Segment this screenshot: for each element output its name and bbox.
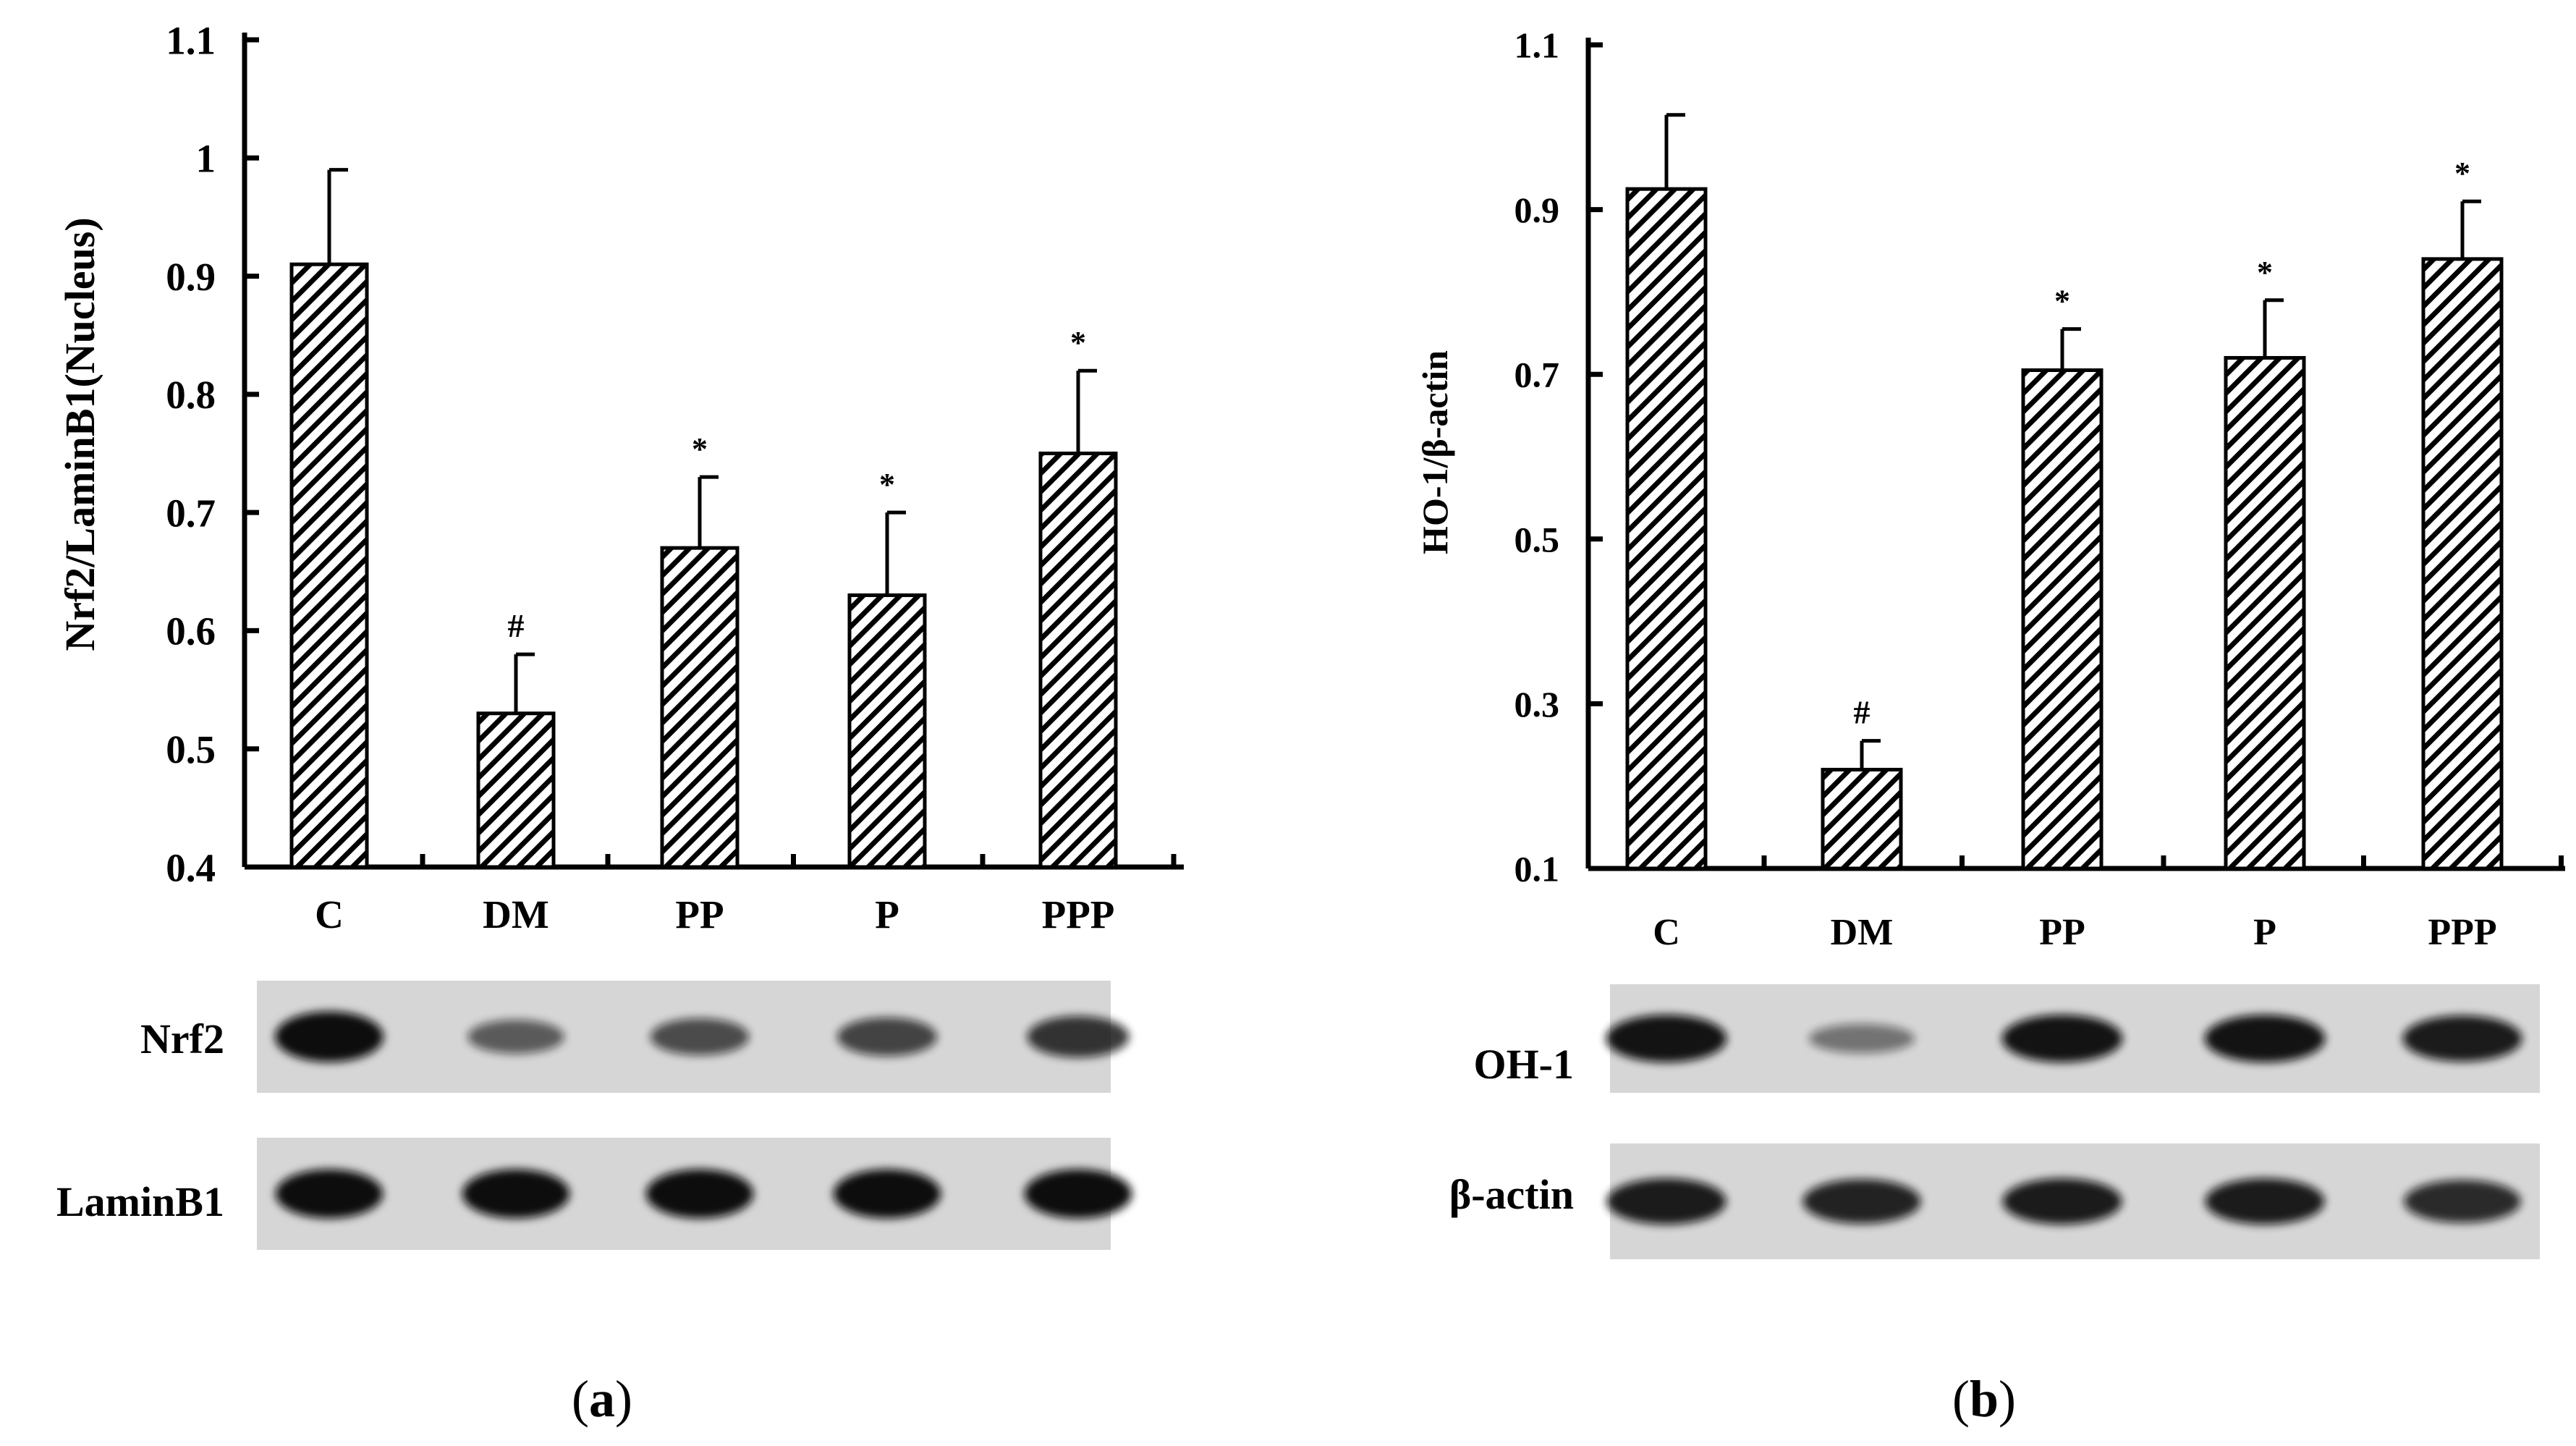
blot-band bbox=[467, 1020, 564, 1054]
y-tick-label: 0.6 bbox=[166, 609, 216, 654]
bar-dm bbox=[476, 711, 556, 869]
bar-pp bbox=[2021, 368, 2103, 871]
blot-band bbox=[2402, 1015, 2522, 1062]
panel-a-chart: 0.4 0.5 0.6 0.7 0.8 0.9 1 1.1 C # DM * PP * P * PPP Nrf2 L… bbox=[56, 18, 1184, 1250]
bar-pp bbox=[660, 546, 740, 869]
blot-band bbox=[462, 1169, 570, 1219]
significance-marker: * bbox=[1070, 325, 1086, 360]
y-tick-label: 1.1 bbox=[1514, 25, 1560, 66]
blot-band bbox=[645, 1169, 754, 1219]
bar-c bbox=[289, 262, 369, 869]
y-tick-label: 0.7 bbox=[1514, 355, 1560, 395]
y-tick-label: 0.9 bbox=[1514, 190, 1560, 230]
category-label: PPP bbox=[2428, 912, 2496, 953]
panel-a-caption: (a) bbox=[572, 1370, 632, 1428]
y-tick-label: 0.9 bbox=[166, 255, 216, 299]
blot-band bbox=[1802, 1179, 1921, 1224]
panel-b-caption: (b) bbox=[1952, 1370, 2016, 1428]
y-tick-label: 1 bbox=[196, 137, 216, 181]
y-tick-label: 1.1 bbox=[166, 18, 216, 62]
y-tick-label: 0.5 bbox=[1514, 519, 1560, 559]
bar-ppp bbox=[2421, 257, 2504, 871]
significance-marker: * bbox=[2257, 255, 2273, 290]
y-tick-label: 0.1 bbox=[1514, 849, 1560, 889]
blot-label: LaminB1 bbox=[56, 1178, 224, 1225]
blot-band bbox=[837, 1017, 937, 1057]
blot-label: β-actin bbox=[1449, 1171, 1574, 1218]
blot-band bbox=[2205, 1178, 2325, 1225]
blot-band bbox=[275, 1169, 384, 1219]
blot-band bbox=[275, 1011, 384, 1062]
category-label: PP bbox=[675, 892, 724, 936]
category-label: DM bbox=[483, 892, 549, 936]
category-label: PP bbox=[2039, 912, 2085, 953]
significance-marker: # bbox=[508, 607, 525, 644]
category-label: DM bbox=[1831, 912, 1894, 953]
blot-band bbox=[2002, 1178, 2122, 1225]
blot-band bbox=[650, 1018, 750, 1056]
bar-p bbox=[2224, 355, 2306, 871]
y-tick-label: 0.4 bbox=[166, 845, 216, 889]
category-label: P bbox=[875, 892, 899, 936]
blot-band bbox=[1606, 1015, 1727, 1062]
significance-marker: # bbox=[1854, 694, 1870, 731]
blot-band bbox=[2204, 1015, 2326, 1062]
bar-dm bbox=[1821, 767, 1903, 871]
y-tick-label: 0.3 bbox=[1514, 684, 1560, 724]
panel-b-chart: 0.1 0.3 0.5 0.7 0.9 1.1 C # DM * PP * P * PPP OH-1 β-act… bbox=[1449, 25, 2565, 1259]
blot-band bbox=[1027, 1015, 1130, 1058]
y-tick-label: 0.7 bbox=[166, 491, 216, 535]
bar-ppp bbox=[1038, 452, 1118, 869]
blot-band bbox=[833, 1169, 941, 1219]
panel-a-ylabel: Nrf2/LaminB1(Nucleus) bbox=[56, 217, 103, 651]
blot-band bbox=[2001, 1015, 2123, 1062]
significance-marker: * bbox=[879, 467, 895, 502]
category-label: C bbox=[315, 892, 344, 936]
y-tick-label: 0.8 bbox=[166, 373, 216, 417]
blot-band bbox=[1606, 1178, 1726, 1225]
significance-marker: * bbox=[692, 431, 708, 467]
panel-b-label: b bbox=[1970, 1370, 1999, 1428]
category-label: C bbox=[1653, 912, 1680, 953]
bar-c bbox=[1625, 187, 1708, 871]
blot-band bbox=[1808, 1023, 1915, 1054]
significance-marker: * bbox=[2054, 284, 2070, 319]
bar-p bbox=[847, 593, 927, 869]
y-tick-label: 0.5 bbox=[166, 727, 216, 771]
blot-label: Nrf2 bbox=[140, 1015, 224, 1062]
panel-a-label: a bbox=[589, 1370, 615, 1428]
significance-marker: * bbox=[2454, 156, 2470, 191]
blot-band bbox=[2404, 1180, 2521, 1223]
panel-b-ylabel: HO-1/β-actin bbox=[1415, 350, 1455, 554]
blot-label: OH-1 bbox=[1473, 1041, 1574, 1088]
blot-band bbox=[1024, 1169, 1132, 1219]
category-label: PPP bbox=[1042, 892, 1115, 936]
category-label: P bbox=[2253, 912, 2276, 953]
